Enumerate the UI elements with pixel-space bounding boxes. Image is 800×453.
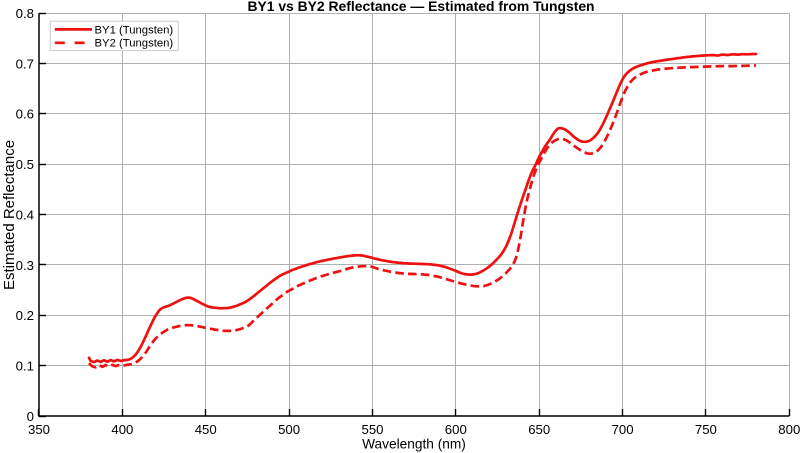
svg-text:450: 450 [195,422,217,437]
svg-text:700: 700 [612,422,634,437]
svg-text:0.2: 0.2 [16,308,34,323]
svg-text:0.7: 0.7 [16,56,34,71]
svg-text:Estimated Reflectance: Estimated Reflectance [1,140,18,290]
svg-text:350: 350 [28,422,50,437]
svg-text:0.6: 0.6 [16,107,34,122]
svg-text:BY1 vs BY2 Reflectance — Estim: BY1 vs BY2 Reflectance — Estimated from … [247,0,594,14]
svg-text:400: 400 [111,422,133,437]
svg-text:600: 600 [445,422,467,437]
svg-text:0.5: 0.5 [16,157,34,172]
svg-text:Wavelength (nm): Wavelength (nm) [362,436,466,451]
svg-text:650: 650 [528,422,550,437]
svg-text:0.3: 0.3 [16,258,34,273]
svg-text:500: 500 [278,422,300,437]
svg-text:0.8: 0.8 [16,6,34,21]
svg-text:BY1 (Tungsten): BY1 (Tungsten) [95,25,174,37]
svg-text:550: 550 [361,422,383,437]
svg-text:BY2 (Tungsten): BY2 (Tungsten) [95,37,174,49]
svg-text:0.1: 0.1 [16,358,34,373]
svg-text:750: 750 [695,422,717,437]
svg-text:0.4: 0.4 [16,207,34,222]
svg-text:800: 800 [778,422,800,437]
svg-text:0: 0 [27,409,34,424]
